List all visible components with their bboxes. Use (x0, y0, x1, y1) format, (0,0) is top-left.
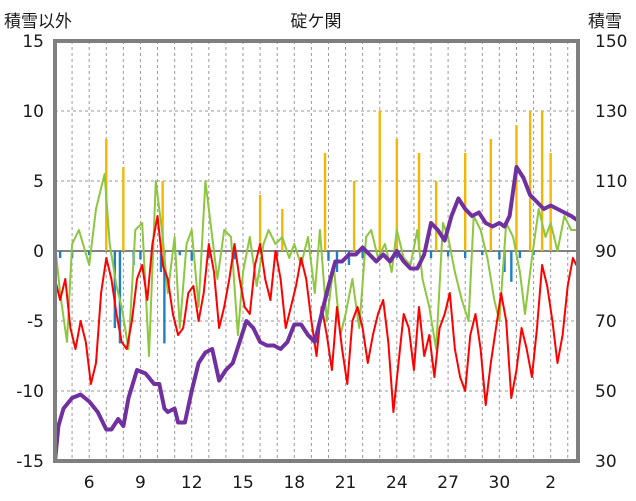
right-tick-labels: 150 130 110 90 70 50 30 (595, 32, 627, 472)
yellow-bar (540, 111, 544, 251)
right-tick-label: 90 (595, 242, 617, 262)
x-tick-label: 9 (135, 473, 146, 493)
x-tick-label: 18 (283, 473, 305, 493)
blue-bar (361, 251, 364, 258)
left-tick-labels: 15 10 5 0 -5 -10 -15 (16, 32, 44, 472)
yellow-bar (417, 153, 421, 251)
yellow-bar (515, 125, 518, 251)
x-tick-label: 2 (545, 473, 556, 493)
blue-bar (207, 251, 211, 258)
right-tick-label: 30 (595, 452, 617, 472)
right-axis-label: 積雪 (588, 12, 622, 32)
left-tick-label: 0 (33, 242, 44, 262)
left-tick-label: 15 (22, 32, 44, 52)
right-tick-label: 70 (595, 312, 617, 332)
blue-bar (275, 251, 279, 257)
blue-bar (446, 251, 450, 257)
blue-bar (429, 251, 433, 258)
yellow-bar (489, 139, 493, 251)
x-tick-labels: 6 9 12 15 18 21 24 27 30 2 (84, 473, 556, 493)
yellow-bar (281, 209, 284, 251)
blue-bar (481, 251, 484, 256)
yellow-bar (463, 153, 467, 251)
series-lines (53, 165, 579, 463)
blue-bar (190, 251, 193, 261)
blue-bar (498, 251, 501, 260)
right-tick-label: 50 (595, 382, 617, 402)
blue-bar (510, 251, 513, 282)
x-tick-label: 21 (335, 473, 357, 493)
yellow-bar (352, 181, 356, 251)
blue-bar (113, 251, 117, 328)
chart-title: 碇ケ関 (291, 12, 342, 32)
yellow-bar (323, 153, 327, 251)
x-tick-label: 6 (84, 473, 95, 493)
plot-frame (53, 39, 580, 463)
purple-series-line (53, 165, 579, 463)
left-tick-label: -15 (16, 452, 44, 472)
yellow-bar (378, 111, 381, 251)
blue-bar (178, 251, 181, 256)
left-tick-label: 10 (22, 102, 44, 122)
left-tick-label: 5 (33, 172, 44, 192)
x-tick-label: 24 (386, 473, 408, 493)
right-tick-label: 130 (595, 102, 627, 122)
yellow-bar (549, 153, 552, 251)
blue-bar (347, 251, 351, 265)
x-tick-label: 27 (437, 473, 459, 493)
yellow-bar (395, 139, 399, 251)
yellow-bar (161, 181, 164, 251)
yellow-bar (122, 167, 125, 251)
right-tick-label: 150 (595, 32, 627, 52)
blue-bar (327, 251, 330, 261)
blue-bar (139, 251, 142, 260)
blue-bar (58, 251, 62, 258)
blue-bar (233, 251, 236, 260)
blue-bar (163, 251, 166, 344)
right-tick-label: 110 (595, 172, 627, 192)
yellow-bar (434, 181, 438, 251)
left-tick-label: -10 (16, 382, 44, 402)
x-tick-label: 30 (489, 473, 511, 493)
blue-bar (87, 251, 91, 256)
x-tick-label: 12 (181, 473, 203, 493)
yellow-bar (528, 111, 532, 251)
yellow-bar (258, 195, 262, 251)
red-series-line (54, 215, 578, 413)
blue-bar (518, 251, 522, 258)
x-tick-label: 15 (232, 473, 254, 493)
left-axis-label: 積雪以外 (4, 12, 72, 32)
blue-bar (463, 251, 467, 258)
blue-bar (159, 251, 163, 272)
left-tick-label: -5 (27, 312, 44, 332)
